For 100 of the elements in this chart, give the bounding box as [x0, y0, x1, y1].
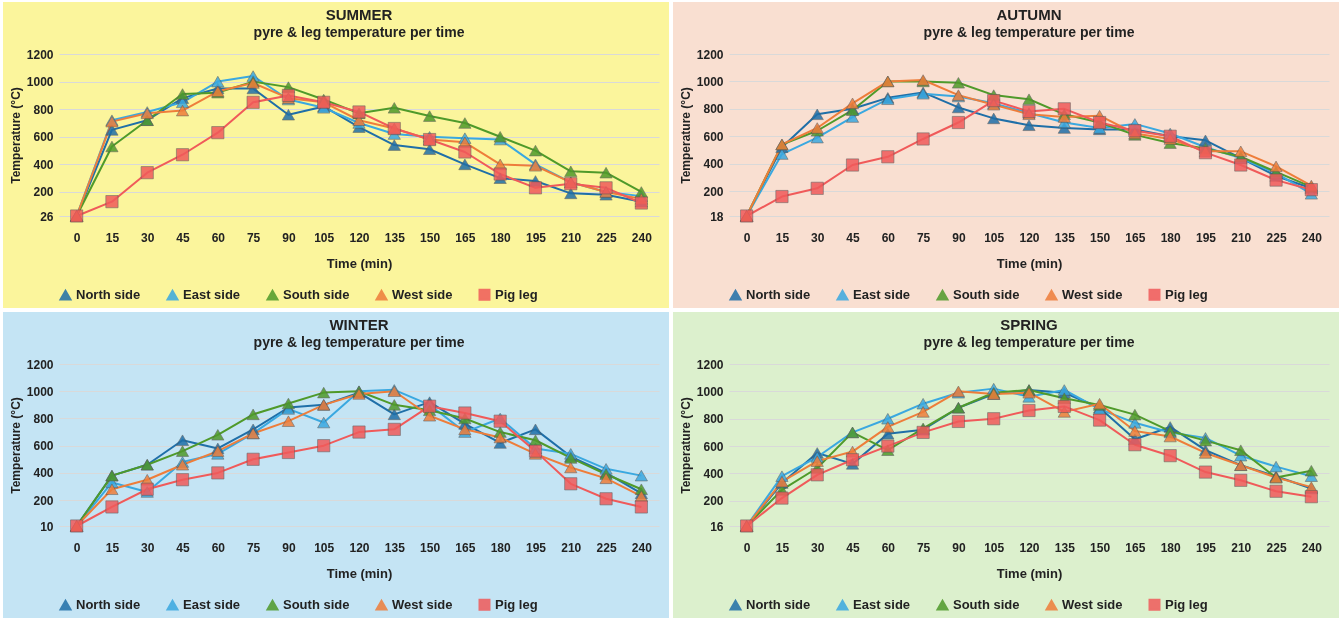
chart-subtitle: pyre & leg temperature per time — [923, 334, 1135, 350]
x-tick-label: 45 — [846, 230, 861, 245]
x-tick-label: 240 — [1301, 540, 1323, 555]
chart-subtitle: pyre & leg temperature per time — [253, 334, 465, 350]
legend-label: West side — [1062, 597, 1123, 613]
x-tick-label: 135 — [384, 540, 406, 555]
y-tick-label: 1000 — [696, 384, 724, 399]
y-tick-label: 16 — [710, 519, 724, 534]
y-tick-label: 200 — [703, 494, 724, 509]
y-tick-label: 800 — [703, 412, 724, 427]
x-tick-label: 225 — [596, 230, 617, 245]
x-tick-label: 120 — [349, 230, 370, 245]
x-tick-label: 60 — [881, 230, 896, 245]
x-tick-label: 240 — [631, 540, 653, 555]
legend-label: West side — [392, 287, 453, 303]
x-tick-label: 15 — [775, 540, 790, 555]
legend-label: West side — [1062, 287, 1123, 303]
y-tick-label: 800 — [33, 102, 54, 117]
x-tick-label: 105 — [984, 230, 1005, 245]
y-tick-label: 1200 — [26, 47, 54, 62]
x-tick-label: 195 — [525, 540, 547, 555]
x-tick-label: 180 — [1160, 540, 1182, 555]
legend-label: West side — [392, 597, 453, 613]
x-tick-label: 180 — [490, 540, 512, 555]
y-tick-label: 1000 — [26, 384, 54, 399]
chart-subtitle: pyre & leg temperature per time — [923, 24, 1135, 40]
legend-label: East side — [183, 597, 241, 613]
x-tick-label: 150 — [420, 540, 441, 555]
x-axis-title: Time (min) — [326, 255, 393, 271]
x-tick-label: 105 — [984, 540, 1005, 555]
x-tick-label: 60 — [211, 230, 226, 245]
x-tick-label: 90 — [952, 230, 966, 245]
legend-label: North side — [76, 597, 141, 613]
y-tick-label: 26 — [40, 209, 54, 224]
chart-subtitle: pyre & leg temperature per time — [253, 24, 465, 40]
x-tick-label: 75 — [246, 540, 261, 555]
legend-label: South side — [283, 597, 350, 613]
x-tick-label: 195 — [525, 230, 547, 245]
x-tick-label: 15 — [775, 230, 790, 245]
x-tick-label: 195 — [1195, 230, 1217, 245]
y-tick-label: 1200 — [696, 47, 724, 62]
x-tick-label: 225 — [596, 540, 617, 555]
x-tick-label: 135 — [1054, 540, 1076, 555]
y-tick-label: 400 — [33, 466, 54, 481]
x-tick-label: 105 — [314, 540, 335, 555]
legend-label: East side — [853, 287, 911, 303]
x-axis-title: Time (min) — [996, 565, 1063, 581]
chart-title: SPRING — [1000, 316, 1058, 333]
y-tick-label: 800 — [703, 102, 724, 117]
x-tick-label: 45 — [846, 540, 861, 555]
x-tick-label: 150 — [1090, 540, 1111, 555]
legend-label: East side — [183, 287, 241, 303]
legend-label: South side — [283, 287, 350, 303]
x-tick-label: 120 — [1019, 230, 1040, 245]
legend-label: South side — [953, 287, 1020, 303]
y-tick-label: 600 — [703, 439, 724, 454]
x-tick-label: 135 — [1054, 230, 1076, 245]
x-tick-label: 210 — [561, 540, 582, 555]
x-tick-label: 90 — [952, 540, 966, 555]
x-tick-label: 0 — [743, 230, 751, 245]
x-tick-label: 15 — [105, 230, 120, 245]
legend-label: North side — [76, 287, 141, 303]
y-tick-label: 800 — [33, 411, 54, 426]
y-tick-label: 600 — [33, 439, 54, 454]
x-tick-label: 240 — [1301, 230, 1323, 245]
x-tick-label: 45 — [176, 540, 191, 555]
legend-label: Pig leg — [1165, 596, 1208, 612]
x-axis-title: Time (min) — [326, 565, 393, 581]
x-tick-label: 75 — [246, 230, 261, 245]
x-tick-label: 210 — [561, 230, 582, 245]
x-tick-label: 180 — [490, 230, 512, 245]
x-axis-title: Time (min) — [996, 255, 1063, 271]
y-tick-label: 600 — [703, 129, 724, 144]
x-tick-label: 30 — [141, 540, 155, 555]
x-tick-label: 135 — [384, 230, 406, 245]
y-tick-label: 10 — [40, 519, 54, 534]
x-tick-label: 75 — [916, 540, 931, 555]
x-tick-label: 105 — [314, 230, 335, 245]
y-tick-label: 1000 — [696, 74, 724, 89]
x-tick-label: 210 — [1231, 540, 1252, 555]
x-tick-label: 30 — [811, 540, 825, 555]
x-tick-label: 0 — [73, 540, 81, 555]
y-axis-title: Temperature (°C) — [678, 87, 693, 184]
y-axis-title: Temperature (°C) — [8, 397, 23, 494]
x-tick-label: 15 — [105, 540, 120, 555]
x-tick-label: 0 — [743, 540, 751, 555]
x-tick-label: 60 — [211, 540, 226, 555]
x-tick-label: 180 — [1160, 230, 1182, 245]
y-tick-label: 1200 — [696, 357, 724, 372]
x-tick-label: 150 — [1090, 230, 1111, 245]
x-tick-label: 210 — [1231, 230, 1252, 245]
legend-label: North side — [746, 287, 811, 303]
x-tick-label: 120 — [1019, 540, 1040, 555]
x-tick-label: 240 — [631, 230, 653, 245]
x-tick-label: 195 — [1195, 540, 1217, 555]
y-tick-label: 200 — [33, 493, 54, 508]
x-tick-label: 60 — [881, 540, 896, 555]
y-axis-title: Temperature (°C) — [8, 87, 23, 184]
legend-label: South side — [953, 597, 1020, 613]
legend-label: Pig leg — [1165, 286, 1208, 302]
